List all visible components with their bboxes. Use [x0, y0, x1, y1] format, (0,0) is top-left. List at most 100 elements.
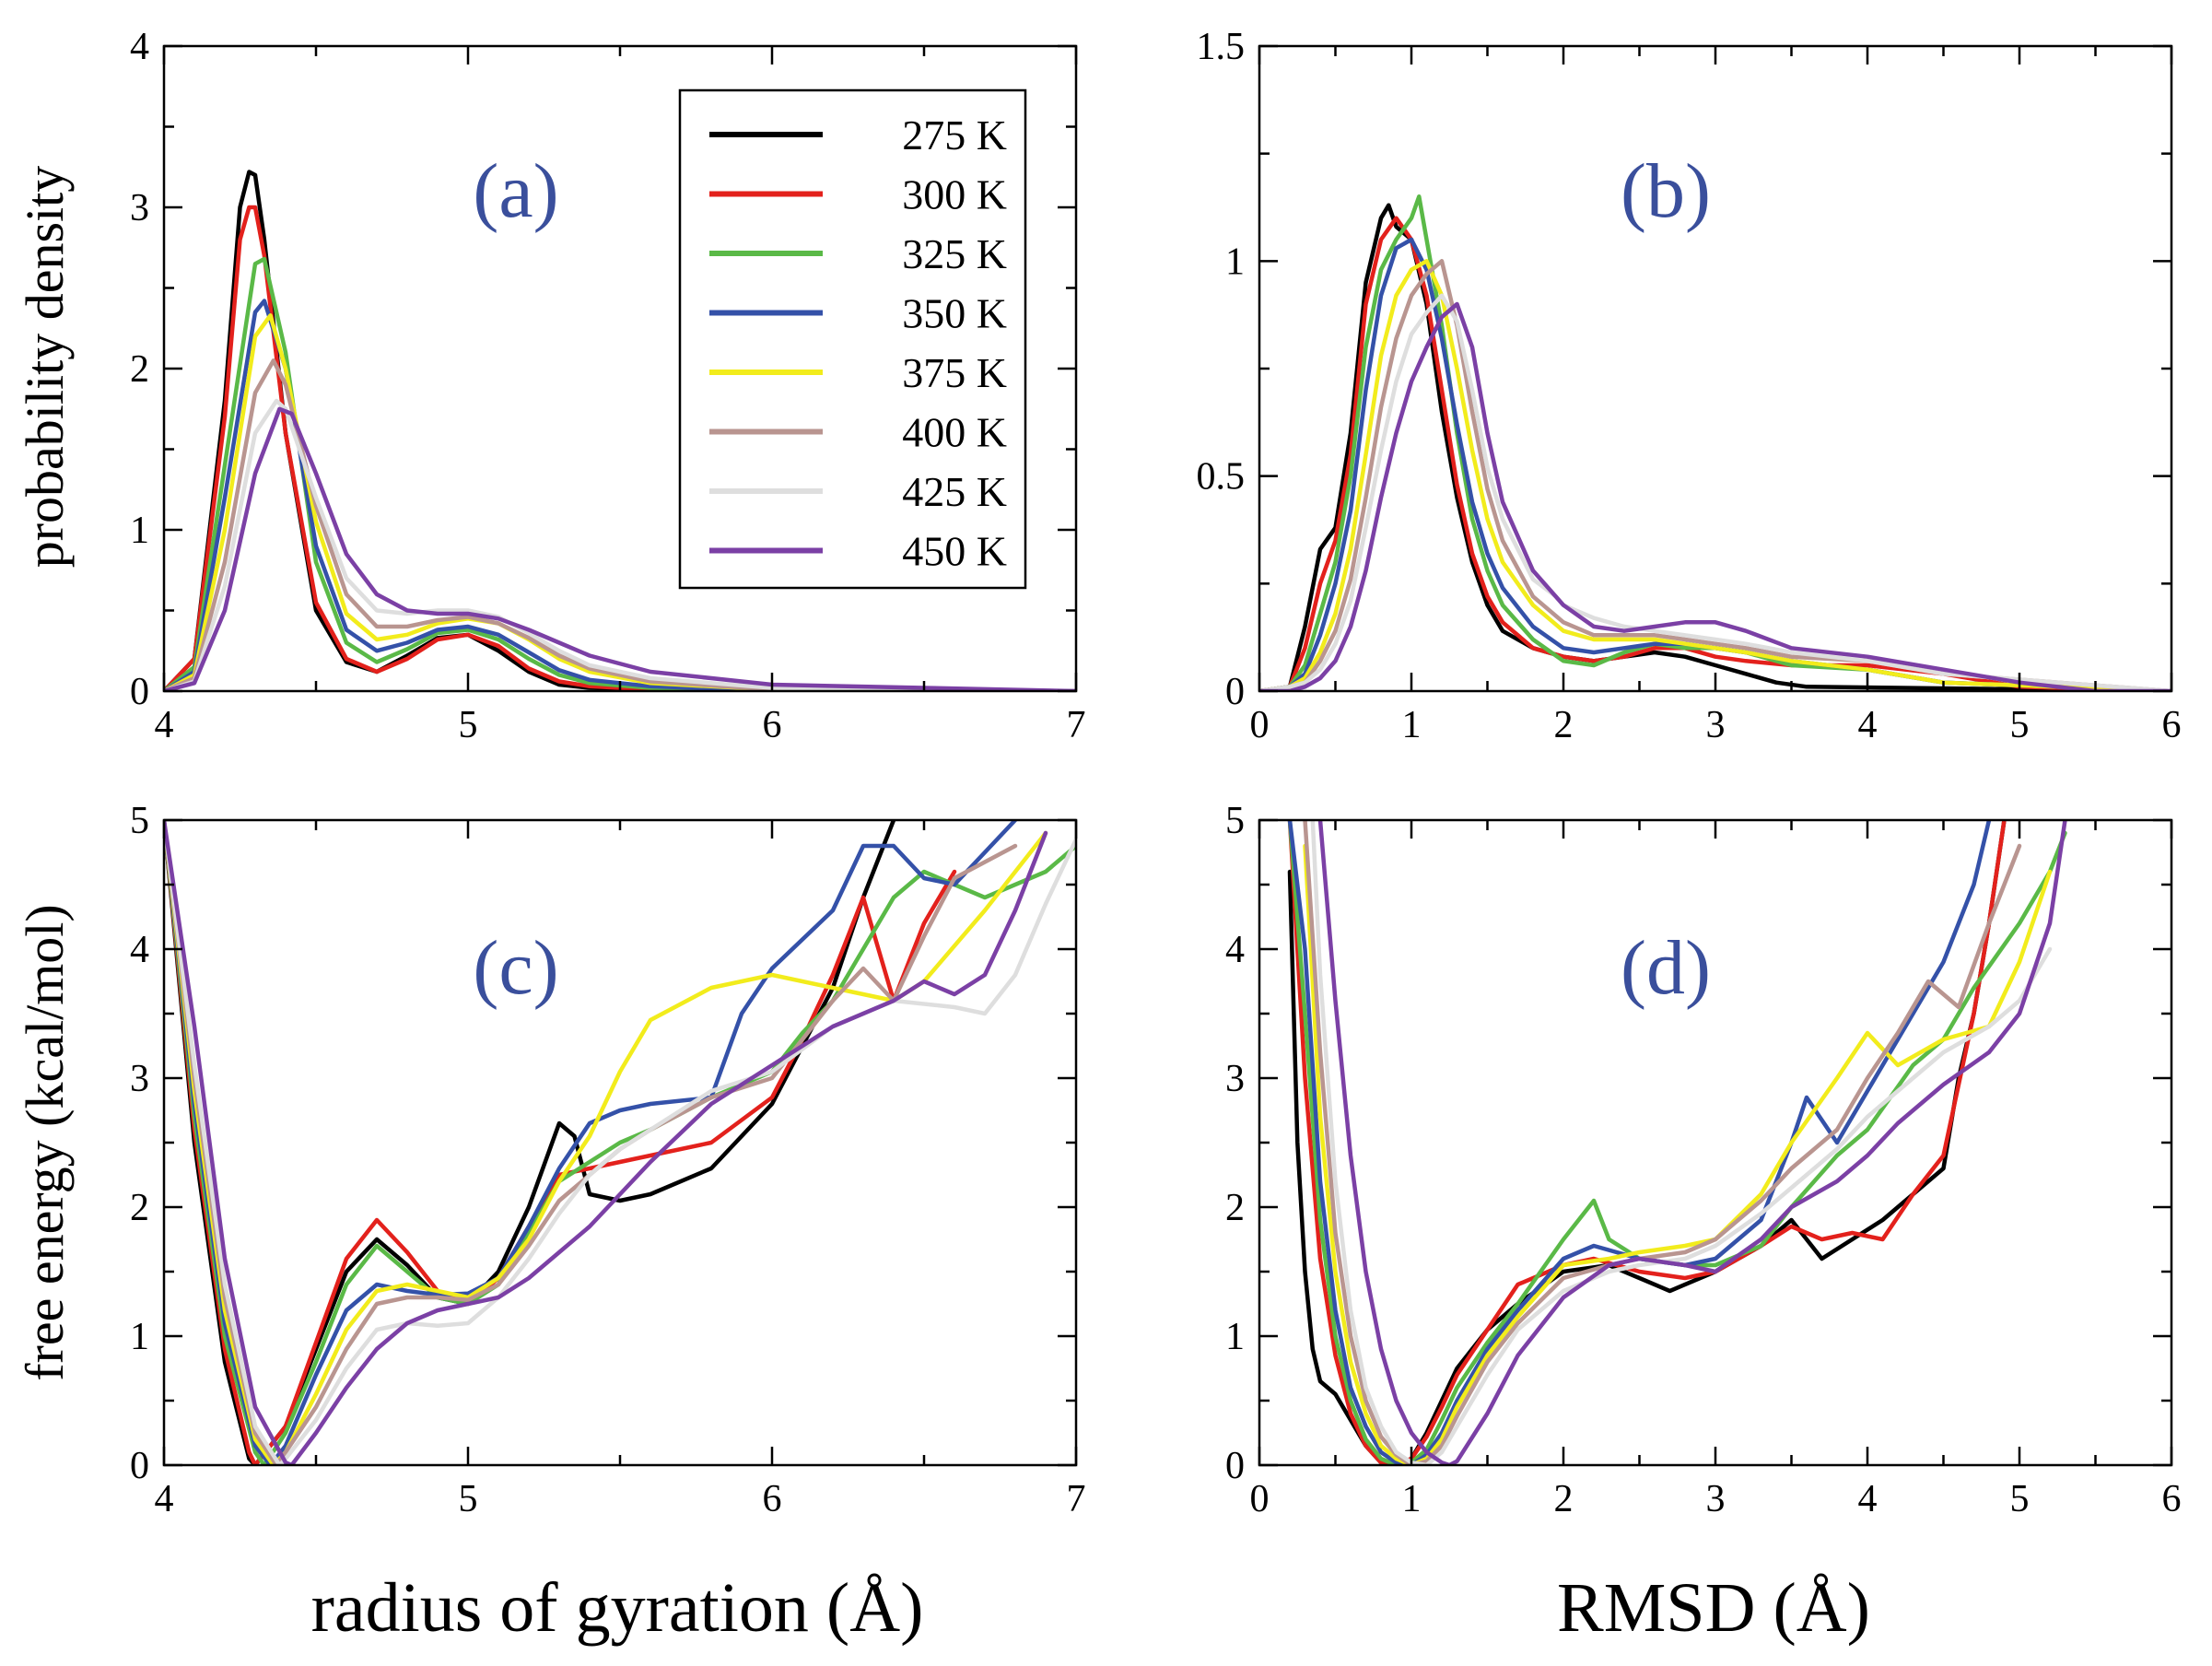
x-tick-label: 3	[1706, 1478, 1726, 1520]
series-line-325-k	[1259, 194, 2171, 691]
x-tick-label: 2	[1554, 704, 1574, 746]
series-line-325-k	[164, 256, 1076, 691]
series-line-375-k	[164, 313, 1076, 691]
series-line-325-k	[1287, 820, 2067, 1465]
panel-label: (b)	[1621, 148, 1711, 234]
x-axis-title-radius-of-gyration: radius of gyration (Å)	[311, 1569, 924, 1647]
x-tick-label: 6	[763, 704, 782, 746]
series-line-400-k	[1259, 259, 2171, 691]
legend-label: 425 K	[902, 468, 1007, 515]
series-line-450-k	[164, 406, 1076, 691]
legend-label: 350 K	[902, 290, 1007, 337]
series-line-275-k	[164, 820, 896, 1465]
legend: 275 K 300 K 325 K 350 K 375 K 400 K 425 K 450 K	[678, 88, 1027, 590]
legend-label: 325 K	[902, 230, 1007, 277]
y-tick-label: 5	[130, 800, 149, 842]
x-tick-label: 5	[2010, 704, 2030, 746]
x-tick-label: 5	[459, 1478, 478, 1520]
x-tick-label: 4	[155, 1478, 174, 1520]
series-line-350-k	[1287, 820, 1992, 1465]
series-line-375-k	[1303, 843, 2053, 1465]
series-line-400-k	[164, 820, 1018, 1465]
series-line-450-k	[1259, 301, 2171, 691]
panel-label: (c)	[473, 925, 558, 1011]
y-tick-label: 2	[130, 1187, 149, 1229]
y-tick-label: 2	[130, 348, 149, 391]
legend-label: 275 K	[902, 111, 1007, 158]
x-tick-label: 3	[1706, 704, 1726, 746]
y-axis-title-top: probability density	[15, 166, 75, 569]
legend-label: 400 K	[902, 409, 1007, 456]
x-tick-label: 5	[2010, 1478, 2030, 1520]
series-line-450-k	[164, 820, 1048, 1465]
x-tick-label: 7	[1067, 704, 1086, 746]
series-line-425-k	[164, 820, 1076, 1465]
series-group	[1259, 194, 2171, 691]
chart-panel-c: 4 5 6 7 0 1 2 3 4 5 (c)	[130, 800, 1086, 1520]
chart-panel-d: 0 1 2 3 4 5 6 0 1 2 3 4 5 (d)	[1225, 800, 2182, 1520]
series-line-350-k	[164, 820, 1018, 1465]
x-tick-label: 6	[2162, 704, 2182, 746]
series-group	[164, 820, 1076, 1465]
y-tick-label: 0	[1225, 671, 1245, 713]
series-line-350-k	[164, 299, 1076, 691]
legend-label: 375 K	[902, 349, 1007, 396]
series-line-425-k	[1259, 293, 2171, 691]
series-line-275-k	[1287, 820, 2007, 1465]
x-tick-label: 0	[1250, 1478, 1270, 1520]
series-line-300-k	[1259, 216, 2171, 691]
series-group	[164, 170, 1076, 691]
series-line-300-k	[164, 820, 957, 1465]
y-tick-label: 0	[1225, 1445, 1245, 1487]
x-axis-title-rmsd: RMSD (Å)	[1557, 1569, 1870, 1647]
y-tick-label: 0	[130, 671, 149, 713]
x-tick-label: 4	[155, 704, 174, 746]
x-tick-label: 6	[763, 1478, 782, 1520]
x-tick-label: 7	[1067, 1478, 1086, 1520]
y-tick-label: 1.5	[1197, 26, 1246, 68]
x-tick-label: 4	[1858, 704, 1878, 746]
y-tick-label: 1	[1225, 1316, 1245, 1358]
series-line-450-k	[1317, 820, 2067, 1465]
chart-panel-a: 4 5 6 7 0 1 2 3 4 (a) 275 K 300 K 325 K 350 K 375 K 400…	[130, 26, 1086, 746]
series-line-300-k	[164, 205, 1076, 691]
y-tick-label: 0	[130, 1445, 149, 1487]
x-tick-label: 5	[459, 704, 478, 746]
series-line-375-k	[164, 820, 1048, 1465]
y-tick-label: 4	[130, 26, 149, 68]
series-line-425-k	[1310, 820, 2053, 1465]
panel-label: (a)	[473, 148, 558, 234]
y-tick-label: 3	[1225, 1058, 1245, 1100]
legend-label: 450 K	[902, 528, 1007, 575]
series-line-425-k	[164, 398, 1076, 691]
y-tick-label: 3	[130, 187, 149, 229]
series-line-375-k	[1259, 259, 2171, 691]
x-tick-label: 1	[1402, 1478, 1422, 1520]
y-tick-label: 4	[130, 929, 149, 971]
series-group	[1287, 820, 2067, 1465]
y-tick-label: 1	[130, 510, 149, 552]
x-tick-label: 2	[1554, 1478, 1574, 1520]
x-tick-label: 0	[1250, 704, 1270, 746]
y-tick-label: 1	[1225, 241, 1245, 283]
plot-frame	[1258, 44, 2173, 693]
x-tick-label: 6	[2162, 1478, 2182, 1520]
y-tick-label: 3	[130, 1058, 149, 1100]
y-axis-title-bottom: free energy (kcal/mol)	[15, 904, 75, 1380]
legend-label: 300 K	[902, 171, 1007, 218]
legend-box	[678, 88, 1027, 590]
panel-label: (d)	[1621, 925, 1711, 1011]
y-tick-label: 1	[130, 1316, 149, 1358]
y-tick-label: 5	[1225, 800, 1245, 842]
series-line-325-k	[164, 820, 1076, 1465]
chart-panel-b: 0 1 2 3 4 5 6 0 0.5 1 1.5 (b)	[1197, 26, 2182, 746]
y-tick-label: 4	[1225, 929, 1245, 971]
y-tick-label: 2	[1225, 1187, 1245, 1229]
y-tick-label: 0.5	[1197, 456, 1246, 499]
series-line-275-k	[1259, 203, 2171, 691]
x-tick-label: 1	[1402, 704, 1422, 746]
series-line-300-k	[1287, 820, 2007, 1465]
x-tick-label: 4	[1858, 1478, 1878, 1520]
